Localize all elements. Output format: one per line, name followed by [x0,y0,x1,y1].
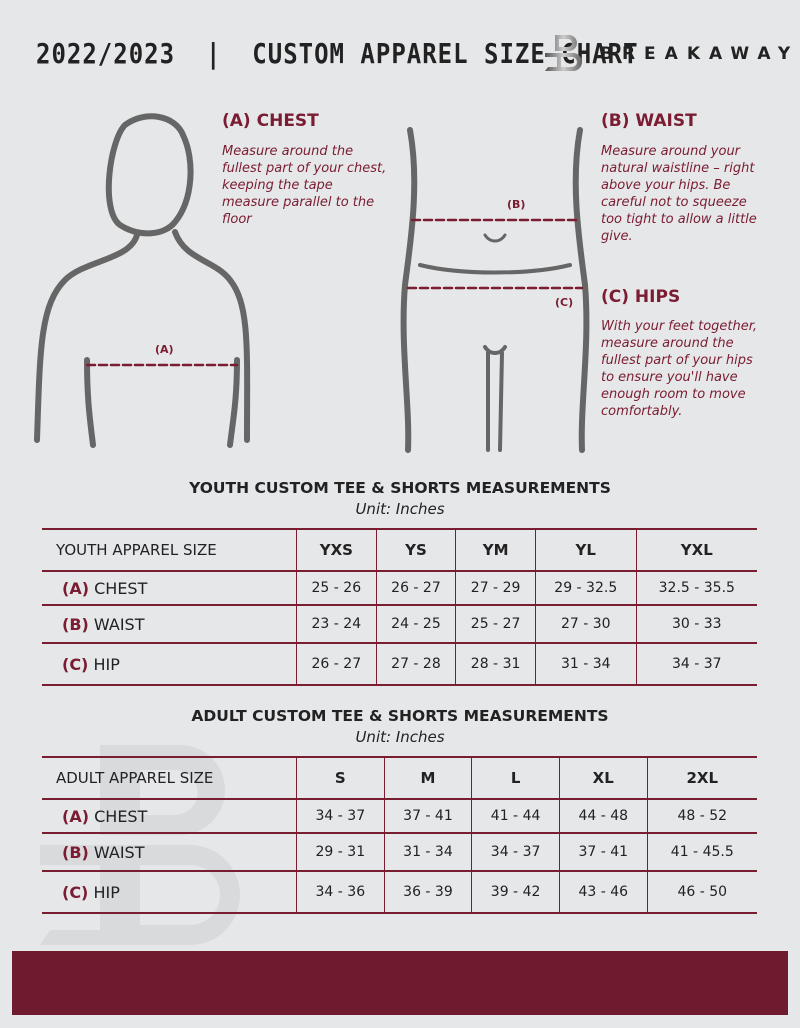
measurement-label: (B) WAIST [42,604,297,644]
table-row: (C) HIP 34 - 36 36 - 39 39 - 42 43 - 46 46 - … [42,870,757,914]
measurement-value: 26 - 27 [296,642,377,686]
breakaway-logo-icon [545,35,582,71]
measurement-value: 39 - 42 [471,870,560,914]
measurement-name: WAIST [93,842,145,862]
table-row: (B) WAIST 29 - 31 31 - 34 34 - 37 37 - 41 41 … [42,832,757,872]
adult-size-table: ADULT APPAREL SIZE S M L XL 2XL (A) CHEST 34 - … [42,756,757,914]
size-header: M [383,756,472,800]
table-header-row: ADULT APPAREL SIZE S M L XL 2XL [42,756,757,800]
measurement-value: 29 - 31 [296,832,385,872]
measurement-value: 31 - 34 [383,832,472,872]
table-row: (B) WAIST 23 - 24 24 - 25 25 - 27 27 - 30 30 … [42,604,757,644]
measurement-value: 26 - 27 [375,570,456,606]
chest-marker: (A) [155,343,174,356]
measurement-letter: (A) [62,806,90,826]
measurement-letter: (C) [62,654,89,674]
measurement-label: (C) HIP [42,642,297,686]
table-header-row: YOUTH APPAREL SIZE YXS YS YM YL YXL [42,528,757,572]
brand-name: BREAKAWAY [600,44,800,64]
measurement-value: 43 - 46 [558,870,648,914]
youth-unit: Unit: Inches [355,500,445,518]
measurement-name: CHEST [94,578,148,598]
measurement-value: 29 - 32.5 [534,570,637,606]
adult-unit: Unit: Inches [355,728,445,746]
measurement-value: 34 - 37 [471,832,560,872]
size-label: ADULT APPAREL SIZE [42,756,297,800]
size-header: S [296,756,385,800]
measurement-value: 24 - 25 [375,604,456,644]
hips-description: With your feet together, measure around … [601,319,758,419]
measurement-value: 34 - 36 [296,870,385,914]
lower-body-illustration [400,127,590,453]
measurement-value: 37 - 41 [558,832,648,872]
waist-marker: (B) [507,198,526,211]
measurement-value: 46 - 50 [646,870,757,914]
measurement-value: 41 - 45.5 [646,832,757,872]
measurement-value: 31 - 34 [534,642,637,686]
table-row: (A) CHEST 25 - 26 26 - 27 27 - 29 29 - 32.5 3… [42,570,757,606]
measurement-value: 25 - 26 [296,570,377,606]
waist-heading: (B) WAIST [601,111,697,131]
size-header: YS [375,528,456,572]
measurement-letter: (C) [62,882,89,902]
table-row: (A) CHEST 34 - 37 37 - 41 41 - 44 44 - 48 48 … [42,798,757,834]
measurement-letter: (B) [62,842,89,862]
measurement-label: (B) WAIST [42,832,297,872]
measurement-value: 44 - 48 [558,798,648,834]
size-header: YXL [635,528,757,572]
table-row: (C) HIP 26 - 27 27 - 28 28 - 31 31 - 34 34 - … [42,642,757,686]
measurement-name: CHEST [94,806,148,826]
youth-table-title: YOUTH CUSTOM TEE & SHORTS MEASUREMENTS [189,479,611,497]
waist-description: Measure around your natural waistline – … [601,144,757,244]
youth-size-table: YOUTH APPAREL SIZE YXS YS YM YL YXL (A) CHEST 2… [42,528,757,686]
measurement-label: (A) CHEST [42,570,297,606]
measurement-letter: (B) [62,614,89,634]
measurement-value: 37 - 41 [383,798,472,834]
upper-body-illustration [34,113,251,448]
footer-band [12,951,788,1015]
measurement-value: 27 - 28 [375,642,456,686]
measurement-name: HIP [93,654,120,674]
size-header: YXS [296,528,377,572]
measurement-name: WAIST [93,614,145,634]
measurement-value: 32.5 - 35.5 [635,570,757,606]
measurement-value: 25 - 27 [455,604,536,644]
measurement-value: 28 - 31 [455,642,536,686]
measurement-value: 41 - 44 [471,798,560,834]
size-header: YL [534,528,637,572]
chest-heading: (A) CHEST [222,111,319,131]
measurement-label: (A) CHEST [42,798,297,834]
measurement-value: 36 - 39 [383,870,472,914]
measurement-value: 34 - 37 [635,642,757,686]
size-header: YM [455,528,536,572]
hips-marker: (C) [555,296,574,309]
measurement-value: 27 - 29 [455,570,536,606]
measurement-value: 23 - 24 [296,604,377,644]
adult-table-title: ADULT CUSTOM TEE & SHORTS MEASUREMENTS [191,707,609,725]
size-header: L [471,756,560,800]
measurement-letter: (A) [62,578,90,598]
measurement-value: 30 - 33 [635,604,757,644]
hips-heading: (C) HIPS [601,287,681,307]
measurement-value: 48 - 52 [646,798,757,834]
measurement-value: 34 - 37 [296,798,385,834]
size-label: YOUTH APPAREL SIZE [42,528,297,572]
size-header: 2XL [646,756,757,800]
measurement-name: HIP [93,882,120,902]
size-header: XL [558,756,648,800]
chest-description: Measure around the fullest part of your … [222,144,387,227]
measurement-value: 27 - 30 [534,604,637,644]
measurement-label: (C) HIP [42,870,297,914]
